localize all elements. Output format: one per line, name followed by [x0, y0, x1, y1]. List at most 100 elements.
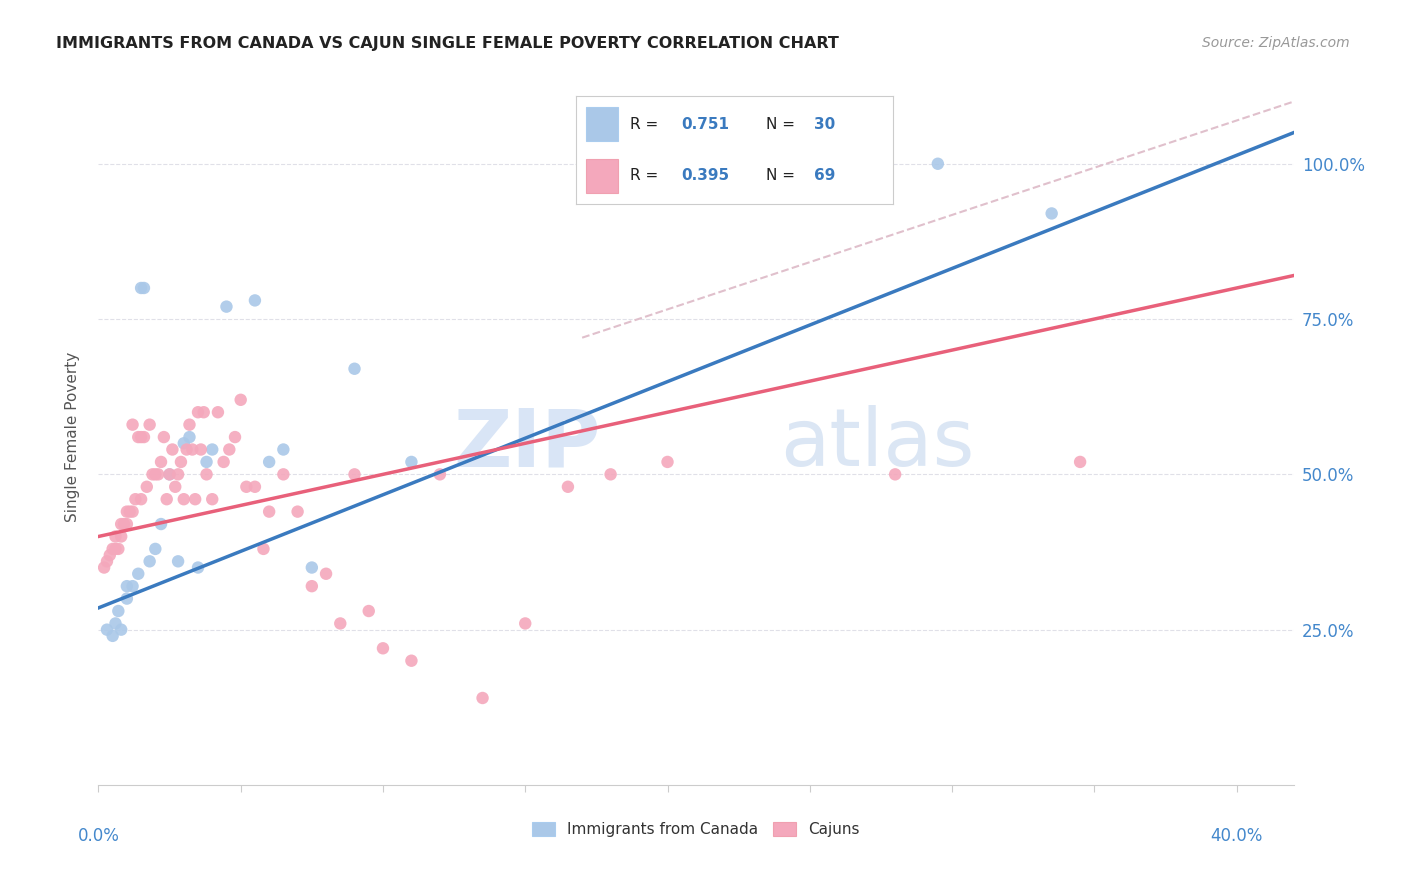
Point — [927, 157, 949, 171]
Point — [107, 541, 129, 556]
Point — [141, 467, 163, 482]
Legend: Immigrants from Canada, Cajuns: Immigrants from Canada, Cajuns — [526, 816, 866, 844]
Point — [471, 690, 494, 705]
Point — [193, 405, 215, 419]
Point — [121, 417, 143, 432]
Point — [515, 616, 537, 631]
Point — [401, 654, 423, 668]
Point — [599, 467, 621, 482]
Point — [115, 505, 138, 519]
Point — [104, 541, 127, 556]
Point — [243, 293, 266, 308]
Point — [124, 492, 146, 507]
Point — [657, 455, 679, 469]
Point — [201, 442, 224, 457]
Point — [121, 579, 143, 593]
Text: IMMIGRANTS FROM CANADA VS CAJUN SINGLE FEMALE POVERTY CORRELATION CHART: IMMIGRANTS FROM CANADA VS CAJUN SINGLE F… — [56, 36, 839, 51]
Point — [165, 480, 187, 494]
Point — [101, 629, 124, 643]
Point — [401, 455, 423, 469]
Point — [207, 405, 229, 419]
Point — [1069, 455, 1091, 469]
Point — [107, 604, 129, 618]
Point — [301, 560, 323, 574]
Point — [110, 516, 132, 531]
Point — [179, 417, 201, 432]
Point — [156, 492, 179, 507]
Point — [218, 442, 240, 457]
Point — [170, 455, 193, 469]
Text: Source: ZipAtlas.com: Source: ZipAtlas.com — [1202, 36, 1350, 50]
Point — [129, 492, 152, 507]
Point — [132, 281, 155, 295]
Point — [357, 604, 380, 618]
Point — [190, 442, 212, 457]
Point — [96, 623, 118, 637]
Point — [101, 541, 124, 556]
Point — [112, 516, 135, 531]
Point — [1040, 206, 1063, 220]
Point — [98, 548, 121, 562]
Point — [212, 455, 235, 469]
Point — [257, 455, 280, 469]
Point — [129, 430, 152, 444]
Point — [167, 554, 190, 568]
Point — [287, 505, 309, 519]
Point — [557, 480, 579, 494]
Point — [143, 541, 166, 556]
Point — [179, 430, 201, 444]
Point — [159, 467, 181, 482]
Point — [150, 455, 173, 469]
Point — [343, 467, 366, 482]
Text: 40.0%: 40.0% — [1211, 827, 1263, 845]
Point — [173, 492, 195, 507]
Point — [257, 505, 280, 519]
Point — [243, 480, 266, 494]
Point — [429, 467, 451, 482]
Y-axis label: Single Female Poverty: Single Female Poverty — [65, 352, 80, 522]
Point — [215, 300, 238, 314]
Point — [315, 566, 337, 581]
Point — [159, 467, 181, 482]
Point — [235, 480, 257, 494]
Text: atlas: atlas — [779, 405, 974, 483]
Point — [301, 579, 323, 593]
Point — [343, 361, 366, 376]
Point — [162, 442, 184, 457]
Point — [104, 529, 127, 543]
Point — [143, 467, 166, 482]
Point — [187, 405, 209, 419]
Point — [195, 467, 218, 482]
Point — [273, 467, 295, 482]
Point — [132, 430, 155, 444]
Point — [121, 505, 143, 519]
Point — [148, 467, 170, 482]
Point — [110, 529, 132, 543]
Point — [129, 281, 152, 295]
Point — [187, 560, 209, 574]
Point — [167, 467, 190, 482]
Point — [224, 430, 246, 444]
Point — [201, 492, 224, 507]
Point — [329, 616, 352, 631]
Point — [96, 554, 118, 568]
Point — [115, 516, 138, 531]
Point — [150, 516, 173, 531]
Point — [115, 579, 138, 593]
Point — [115, 591, 138, 606]
Point — [252, 541, 274, 556]
Point — [138, 417, 160, 432]
Point — [184, 492, 207, 507]
Point — [153, 430, 176, 444]
Point — [181, 442, 204, 457]
Point — [371, 641, 394, 656]
Point — [104, 616, 127, 631]
Point — [176, 442, 198, 457]
Point — [127, 430, 149, 444]
Point — [110, 623, 132, 637]
Point — [229, 392, 252, 407]
Point — [118, 505, 141, 519]
Point — [127, 566, 149, 581]
Point — [135, 480, 157, 494]
Point — [138, 554, 160, 568]
